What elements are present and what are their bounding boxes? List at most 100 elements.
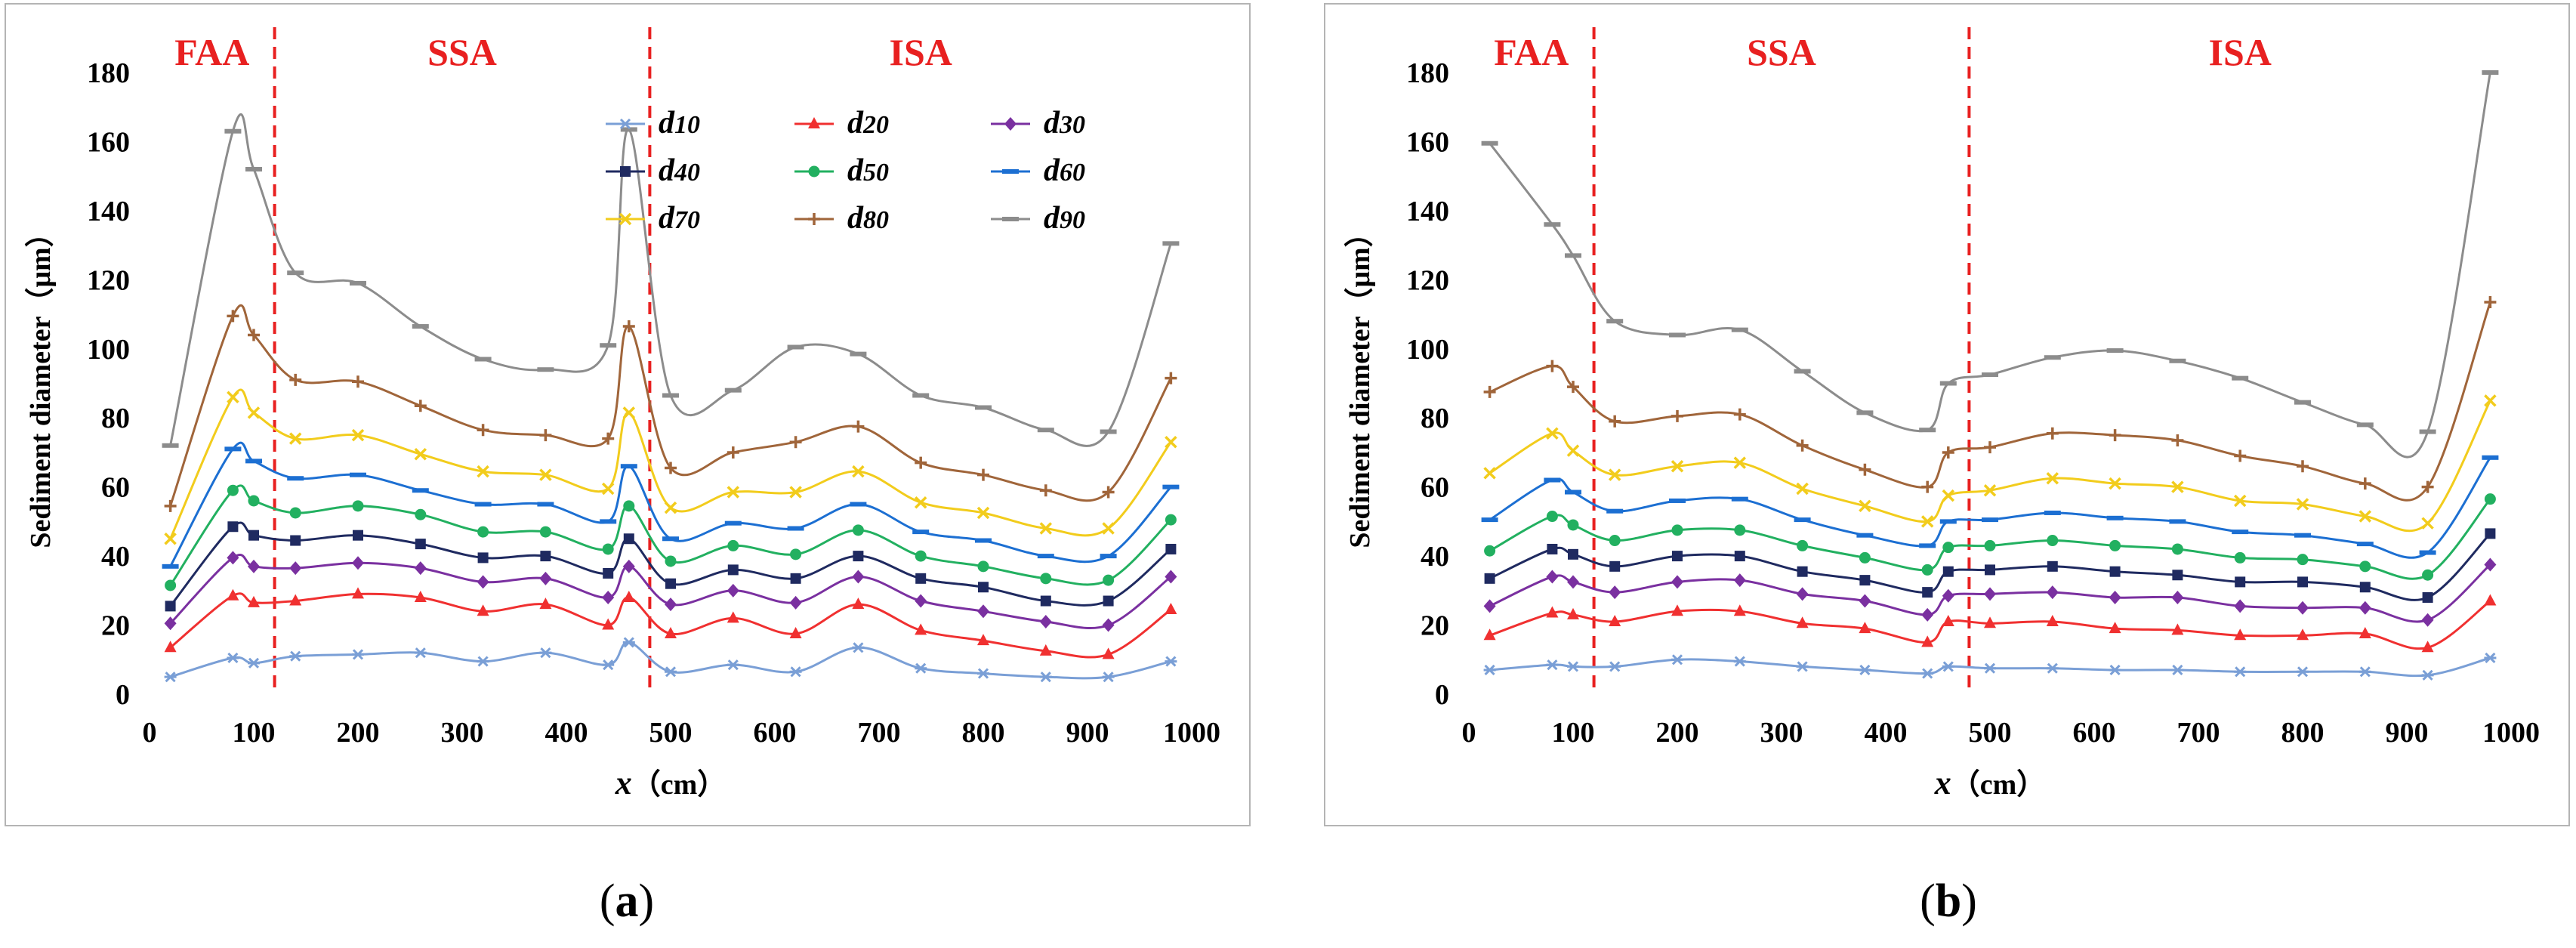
data-point-d20 (2359, 626, 2371, 638)
legend-marker-d10 (619, 118, 631, 130)
data-point-d50 (2234, 551, 2246, 564)
data-point-d40 (623, 533, 634, 545)
data-point-d40 (2109, 566, 2121, 577)
data-point-d90 (912, 393, 930, 398)
data-point-d40 (2297, 576, 2308, 588)
series-line-d80 (169, 304, 1172, 507)
data-point-d70 (1733, 456, 1747, 469)
data-point-d20 (2171, 623, 2184, 635)
series-d30-a (164, 551, 1177, 632)
series-d20-b (1483, 594, 2497, 653)
data-point-d80 (665, 462, 677, 474)
series-line-d50 (1489, 498, 2491, 580)
data-point-d20 (1671, 604, 1683, 616)
data-point-d60 (350, 472, 366, 477)
data-point-d10 (2359, 666, 2371, 678)
data-point-d30 (1483, 599, 1496, 613)
legend-label-letter: d (847, 106, 864, 141)
data-point-d50 (2484, 493, 2496, 505)
data-point-d40 (477, 552, 489, 564)
data-point-d60 (975, 538, 992, 543)
data-point-d80 (352, 375, 364, 388)
data-point-d10 (227, 652, 239, 664)
data-point-d70 (2046, 471, 2059, 485)
data-point-d60 (1731, 496, 1748, 502)
data-point-d30 (2109, 590, 2121, 604)
series-d70-b (1483, 394, 2497, 533)
data-point-d40 (1547, 543, 1558, 554)
data-point-d30 (602, 590, 615, 604)
data-point-d10 (1859, 664, 1871, 676)
data-point-d60 (1606, 508, 1624, 514)
data-point-d40 (978, 582, 989, 593)
x-axis-unit-a: （cm） (632, 769, 727, 801)
data-point-d90 (662, 393, 679, 398)
data-point-d70 (1165, 435, 1177, 449)
series-d20-a (164, 587, 1177, 659)
data-point-d80 (1039, 484, 1052, 497)
data-point-d10 (1921, 668, 1934, 679)
data-point-d80 (248, 329, 260, 341)
data-point-d80 (2359, 477, 2371, 490)
data-point-d20 (2046, 614, 2059, 626)
data-point-d80 (2421, 480, 2434, 493)
data-point-d30 (414, 561, 427, 576)
y-axis-a: 0 20 40 60 80 100 120 140 160 180 (87, 57, 130, 711)
data-point-d70 (2296, 498, 2309, 511)
caption-a-open: ( (599, 875, 615, 927)
data-point-d90 (245, 167, 262, 172)
data-point-d10 (852, 642, 865, 653)
data-point-d10 (665, 666, 677, 678)
series-line-d40 (1489, 533, 2491, 601)
data-point-d30 (1609, 585, 1621, 600)
data-point-d50 (2047, 535, 2059, 547)
data-point-d90 (1037, 428, 1054, 433)
data-point-d50 (727, 539, 739, 551)
legend-label-d70: d70 (659, 201, 700, 236)
data-point-d40 (1985, 564, 1995, 576)
x-tick-label: 700 (2177, 717, 2220, 749)
caption-b-label: b (1935, 875, 1962, 927)
data-point-d80 (1102, 486, 1115, 499)
data-point-d90 (620, 127, 637, 132)
data-point-d90 (287, 270, 304, 276)
legend-item-d40: d40 (606, 153, 700, 188)
legend-label-d90: d90 (1044, 201, 1085, 236)
data-point-d60 (850, 502, 867, 507)
data-point-d60 (1794, 517, 1811, 523)
data-point-d50 (790, 548, 802, 560)
data-point-d50 (1921, 564, 1933, 576)
series-line-d30 (1489, 564, 2491, 623)
data-point-d40 (790, 573, 801, 584)
data-point-d70 (914, 496, 927, 509)
data-point-d40 (2047, 560, 2058, 572)
y-tick-label: 0 (116, 679, 130, 711)
data-point-d60 (412, 488, 429, 493)
data-point-d30 (1546, 570, 1559, 584)
data-point-d90 (1606, 319, 1624, 324)
data-point-d50 (248, 495, 260, 507)
series-d60-a (162, 441, 1180, 569)
data-point-d90 (350, 280, 366, 286)
y-tick-label: 60 (1421, 472, 1449, 504)
data-point-d20 (227, 588, 239, 601)
data-point-d70 (539, 468, 552, 481)
legend-label-subscript: 60 (1060, 159, 1085, 187)
data-point-d40 (603, 567, 614, 579)
zone-label-ssa: SSA (427, 31, 497, 73)
y-tick-label: 120 (1406, 264, 1449, 296)
data-point-d50 (1165, 514, 1177, 526)
series-line-d60 (169, 441, 1172, 567)
data-point-d80 (227, 310, 239, 323)
y-tick-label: 20 (101, 610, 130, 642)
data-point-d70 (727, 486, 740, 499)
data-point-d20 (414, 590, 427, 602)
data-point-d40 (2422, 591, 2433, 603)
data-point-d20 (2234, 628, 2247, 641)
data-point-d40 (1797, 566, 1808, 577)
data-point-d20 (1102, 647, 1115, 659)
legend-marker-d40 (620, 166, 631, 177)
data-point-d60 (2169, 519, 2186, 524)
data-point-d80 (1671, 409, 1683, 422)
data-point-d30 (289, 561, 302, 576)
